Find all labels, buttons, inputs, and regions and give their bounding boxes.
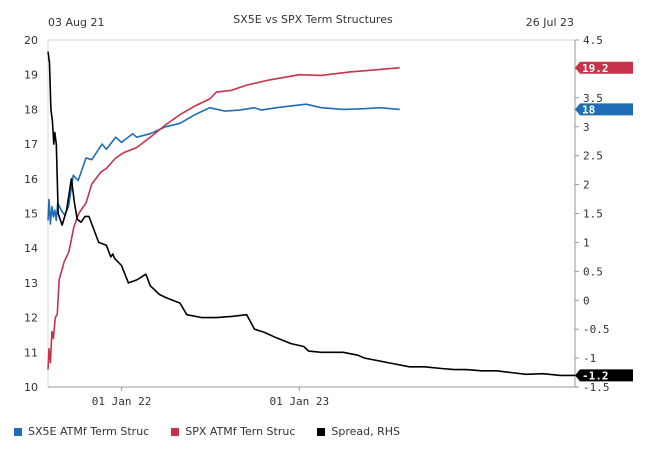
last-value-tag-text: 18 bbox=[582, 103, 595, 116]
legend-item-sx5e[interactable]: SX5E ATMf Term Struc bbox=[14, 425, 149, 438]
spread-last-value-tag: -1.2 bbox=[575, 369, 633, 382]
legend-item-spread[interactable]: Spread, RHS bbox=[317, 425, 400, 438]
last-value-labels: 18 19.2 -1.2 bbox=[575, 61, 633, 382]
legend-label-sx5e: SX5E ATMf Term Struc bbox=[28, 425, 150, 438]
legend-swatch-spx bbox=[171, 427, 180, 436]
right-tick-label: 0.5 bbox=[583, 265, 603, 278]
right-tick-label: 2.5 bbox=[583, 150, 603, 163]
spread-line bbox=[47, 51, 575, 377]
left-tick-label: 12 bbox=[24, 312, 38, 325]
last-value-tag-bg bbox=[575, 61, 633, 74]
legend-label-spx: SPX ATMf Tern Struc bbox=[185, 425, 296, 438]
left-tick-label: 15 bbox=[24, 208, 38, 221]
legend-swatch-sx5e bbox=[14, 427, 22, 436]
last-value-tag-bg bbox=[575, 103, 633, 116]
left-tick-label: 17 bbox=[24, 138, 38, 151]
right-tick-label: 3.5 bbox=[583, 92, 603, 105]
legend-item-spx[interactable]: SPX ATMf Tern Struc bbox=[171, 425, 295, 438]
right-axis-ticks: -1.5-1-0.500.511.522.533.544.5 bbox=[575, 34, 610, 394]
left-axis-ticks: 10 11 12 13 14 15 16 17 18 19 20 bbox=[24, 34, 38, 394]
left-tick-label: 18 bbox=[24, 103, 38, 116]
right-tick-label: 0 bbox=[583, 294, 590, 307]
right-tick-label: -0.5 bbox=[583, 323, 610, 336]
sx5e-line bbox=[47, 103, 400, 225]
last-value-tag-bg bbox=[575, 369, 633, 382]
right-tick-label: -1 bbox=[583, 352, 596, 365]
x-axis-ticks: 01 Jan 22 01 Jan 23 bbox=[92, 387, 329, 408]
legend-label-spread: Spread, RHS bbox=[331, 425, 401, 438]
legend: SX5E ATMf Term Struc SPX ATMf Tern Struc… bbox=[14, 425, 400, 438]
x-tick-label: 01 Jan 22 bbox=[92, 395, 152, 408]
right-tick-label: 4.5 bbox=[583, 34, 603, 47]
right-tick-label: 1 bbox=[583, 236, 590, 249]
last-value-tag-text: -1.2 bbox=[582, 369, 609, 382]
right-tick-label: 3 bbox=[583, 121, 590, 134]
legend-swatch-spread bbox=[317, 427, 326, 436]
left-tick-label: 10 bbox=[24, 381, 38, 394]
right-tick-label: -1.5 bbox=[583, 381, 610, 394]
x-tick-label: 01 Jan 23 bbox=[270, 395, 330, 408]
spx-line bbox=[47, 67, 400, 370]
left-tick-label: 14 bbox=[24, 242, 38, 255]
right-tick-label: 2 bbox=[583, 179, 590, 192]
spx-last-value-tag: 19.2 bbox=[575, 61, 633, 75]
left-tick-label: 11 bbox=[24, 346, 38, 359]
series-lines bbox=[47, 51, 575, 377]
end-date-label: 26 Jul 23 bbox=[526, 16, 574, 29]
last-value-tag-text: 19.2 bbox=[582, 62, 609, 75]
left-tick-label: 16 bbox=[24, 173, 38, 186]
sx5e-last-value-tag: 18 bbox=[575, 103, 633, 116]
start-date-label: 03 Aug 21 bbox=[48, 16, 104, 29]
chart-title: SX5E vs SPX Term Structures bbox=[233, 13, 393, 26]
left-tick-label: 20 bbox=[24, 34, 38, 47]
left-tick-label: 19 bbox=[24, 69, 38, 82]
right-tick-label: 1.5 bbox=[583, 208, 603, 221]
left-tick-label: 13 bbox=[24, 277, 38, 290]
